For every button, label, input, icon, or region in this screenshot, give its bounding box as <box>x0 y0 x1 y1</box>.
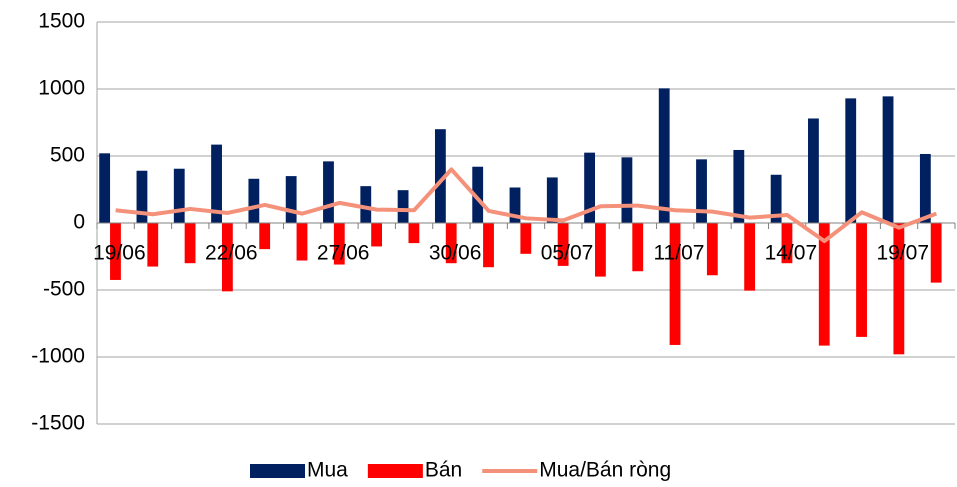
x-tick-label: 11/07 <box>653 242 704 265</box>
bar <box>371 223 383 247</box>
bar <box>445 223 457 264</box>
x-tick-label: 19/06 <box>93 242 146 265</box>
bar <box>733 149 745 223</box>
bar <box>808 118 819 223</box>
y-tick-label: -1500 <box>31 412 85 435</box>
y-tick-label: -500 <box>43 278 85 301</box>
bar <box>658 88 670 223</box>
bar <box>147 223 159 267</box>
bar <box>770 174 782 223</box>
y-tick-label: 1500 <box>38 10 85 33</box>
bar <box>781 223 793 264</box>
legend-label: Bán <box>425 459 462 482</box>
legend-swatch <box>367 464 423 478</box>
line <box>115 167 938 244</box>
y-tick-label: 1000 <box>38 77 85 100</box>
bar <box>173 168 185 223</box>
bar <box>621 157 633 223</box>
bar <box>408 223 420 244</box>
bar <box>930 223 942 283</box>
bar <box>919 153 931 223</box>
bar <box>360 186 372 223</box>
y-tick-label: 500 <box>50 144 85 167</box>
bar <box>856 223 867 337</box>
bar <box>845 98 857 223</box>
bar <box>296 223 308 261</box>
x-tick-label: 30/06 <box>429 242 482 265</box>
bar <box>397 190 409 223</box>
bar <box>893 223 905 355</box>
bar <box>584 152 596 223</box>
bar <box>248 178 260 223</box>
bar <box>99 153 111 223</box>
bar <box>546 177 558 223</box>
x-tick-label: 05/07 <box>541 242 594 265</box>
bar <box>696 159 707 223</box>
x-tick-label: 14/07 <box>765 242 818 265</box>
bar <box>333 223 345 265</box>
bar <box>706 223 718 276</box>
bar <box>136 170 148 223</box>
x-tick-label: 19/07 <box>876 242 929 265</box>
bar <box>818 223 830 346</box>
bar <box>221 223 233 292</box>
bar <box>520 223 532 254</box>
bar <box>882 96 894 223</box>
bar <box>211 144 222 223</box>
x-tick-label: 22/06 <box>205 242 258 265</box>
bar <box>184 223 196 264</box>
y-tick-label: -1000 <box>31 345 85 368</box>
legend-label: Mua <box>307 459 348 482</box>
legend-label: Mua/Bán ròng <box>539 459 671 482</box>
bar <box>259 223 271 250</box>
bar <box>472 166 484 223</box>
y-tick-label: 0 <box>73 211 85 234</box>
bar <box>285 176 297 223</box>
bar <box>483 223 494 268</box>
bar <box>323 161 334 223</box>
bar <box>632 223 644 272</box>
bar <box>434 129 446 223</box>
bar <box>110 223 121 280</box>
bar <box>509 187 521 223</box>
bar <box>669 223 681 345</box>
legend-swatch <box>250 464 305 478</box>
bar <box>595 223 606 277</box>
x-tick-label: 27/06 <box>317 242 370 265</box>
bar <box>557 223 569 266</box>
bar <box>744 223 756 291</box>
